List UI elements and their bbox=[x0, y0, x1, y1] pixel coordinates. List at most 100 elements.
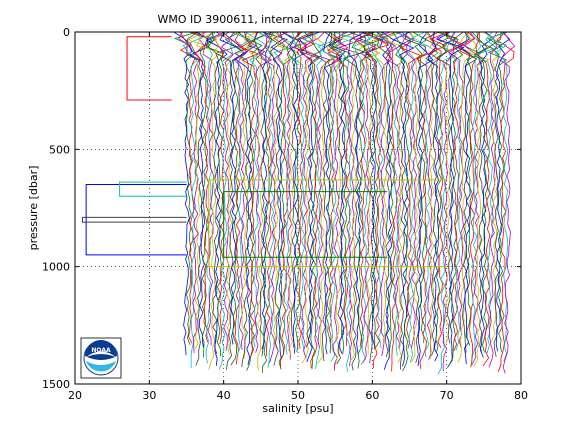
profile-line bbox=[304, 32, 322, 370]
profile-line bbox=[273, 32, 301, 355]
profile-line bbox=[253, 32, 273, 373]
profile-line bbox=[384, 32, 405, 349]
profile-line bbox=[435, 32, 458, 344]
logo-bird bbox=[86, 351, 116, 357]
profile-line bbox=[495, 32, 511, 352]
outlier-line bbox=[208, 179, 447, 268]
profile-line bbox=[435, 32, 455, 372]
profile-line bbox=[234, 32, 259, 365]
profile-line bbox=[244, 32, 264, 372]
profile-line bbox=[476, 32, 491, 353]
profile-line bbox=[213, 32, 233, 355]
profile-line bbox=[351, 32, 373, 369]
x-tick-label: 80 bbox=[514, 389, 528, 402]
profile-line bbox=[446, 32, 462, 351]
y-tick-label: 1500 bbox=[42, 378, 70, 391]
y-tick-label: 500 bbox=[49, 143, 70, 156]
profile-line bbox=[436, 32, 465, 368]
profile-line bbox=[327, 32, 342, 367]
profile-line bbox=[186, 32, 204, 366]
profile-line bbox=[475, 32, 491, 367]
profile-line bbox=[228, 32, 248, 350]
profile-line bbox=[331, 32, 357, 354]
profile-line bbox=[373, 32, 388, 341]
profile-line bbox=[392, 32, 415, 367]
profile-line bbox=[457, 32, 471, 365]
profile-line bbox=[426, 32, 442, 360]
x-tick-label: 40 bbox=[217, 389, 231, 402]
profile-line bbox=[182, 32, 200, 368]
profile-line bbox=[459, 32, 477, 368]
profile-line bbox=[482, 32, 504, 342]
profile-line bbox=[417, 32, 434, 367]
profile-line bbox=[257, 32, 275, 368]
profile-line bbox=[257, 32, 273, 357]
profile-line bbox=[437, 32, 458, 375]
profile-line bbox=[473, 32, 498, 354]
profile-line bbox=[219, 32, 234, 370]
profile-line bbox=[292, 32, 309, 352]
profile-line bbox=[313, 32, 337, 362]
profile-line bbox=[297, 32, 320, 348]
profile-line bbox=[360, 32, 384, 348]
profile-line bbox=[276, 32, 294, 360]
profile-line bbox=[332, 32, 357, 373]
profile-line bbox=[385, 32, 404, 363]
outlier-line bbox=[81, 216, 187, 223]
profile-line bbox=[372, 32, 394, 357]
profile-line bbox=[471, 32, 482, 364]
profile-line bbox=[239, 32, 260, 358]
profile-line bbox=[457, 32, 474, 363]
profile-line bbox=[479, 32, 494, 358]
x-tick-label: 50 bbox=[291, 389, 305, 402]
profile-line bbox=[404, 32, 427, 363]
profile-line bbox=[272, 32, 289, 368]
profile-line bbox=[489, 32, 502, 357]
profile-line bbox=[416, 32, 438, 370]
profile-line bbox=[179, 32, 196, 344]
profile-line bbox=[499, 32, 516, 374]
profile-line bbox=[487, 32, 509, 362]
x-tick-label: 30 bbox=[142, 389, 156, 402]
outlier-line bbox=[223, 191, 388, 258]
profile-line bbox=[343, 32, 367, 371]
chart-title: WMO ID 3900611, internal ID 2274, 19−Oct… bbox=[157, 13, 436, 26]
profile-line bbox=[325, 32, 344, 354]
profile-line bbox=[244, 32, 263, 371]
outlier-line bbox=[85, 184, 187, 256]
profile-line bbox=[187, 32, 212, 350]
plot-area: 20 30 40 50 60 70 80 0 500 1000 1500 bbox=[42, 26, 528, 402]
profile-line bbox=[380, 32, 398, 372]
profile-line bbox=[366, 32, 384, 349]
profile-line bbox=[423, 32, 440, 356]
profile-line bbox=[446, 32, 466, 351]
profile-line bbox=[215, 32, 241, 370]
profile-line bbox=[298, 32, 320, 363]
profile-line bbox=[317, 32, 346, 363]
profile-line bbox=[376, 32, 395, 359]
profile-line bbox=[429, 32, 450, 348]
profile-line bbox=[302, 32, 325, 370]
profile-line bbox=[282, 32, 299, 354]
profile-line bbox=[245, 32, 268, 348]
profile-line bbox=[341, 32, 366, 362]
noaa-logo: NOAA bbox=[80, 337, 122, 379]
profile-line bbox=[338, 32, 362, 366]
profile-line bbox=[362, 32, 386, 350]
logo-text: NOAA bbox=[91, 347, 111, 354]
profile-line bbox=[213, 32, 231, 345]
profile-line bbox=[471, 32, 489, 353]
profile-line bbox=[412, 32, 428, 344]
x-axis-ticks: 20 30 40 50 60 70 80 bbox=[68, 32, 528, 402]
y-tick-label: 1000 bbox=[42, 261, 70, 274]
y-axis-ticks: 0 500 1000 1500 bbox=[42, 26, 521, 391]
profile-line bbox=[304, 32, 330, 348]
profile-line bbox=[328, 32, 344, 365]
profile-line bbox=[396, 32, 415, 363]
profile-line bbox=[188, 32, 213, 358]
profile-line bbox=[437, 32, 464, 366]
profile-line bbox=[215, 32, 234, 351]
profile-line bbox=[296, 32, 317, 364]
profile-line bbox=[178, 32, 201, 354]
